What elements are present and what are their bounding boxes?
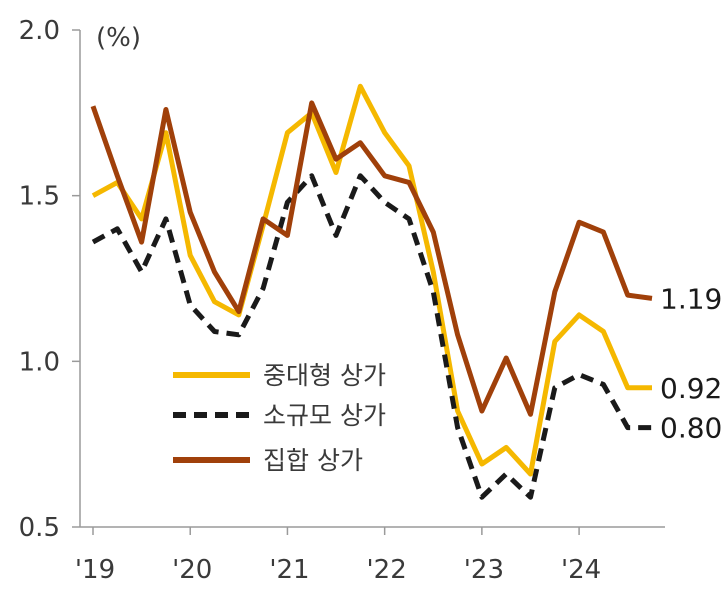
y-tick-label: 2.0 [19, 16, 60, 46]
y-tick-label: 1.5 [19, 182, 60, 212]
x-tick-label: '21 [269, 555, 309, 585]
x-tick-label: '22 [367, 555, 407, 585]
x-tick-label: '20 [172, 555, 212, 585]
series-line-2 [90, 100, 653, 417]
legend-label-0: 중대형 상가 [263, 361, 386, 390]
series-layer [90, 83, 653, 500]
unit-label: (%) [96, 23, 141, 53]
y-tick-label: 1.0 [19, 347, 60, 377]
legend-label-1: 소규모 상가 [263, 401, 386, 430]
x-tick-label: '24 [561, 555, 601, 585]
end-label-0: 0.92 [660, 372, 722, 405]
series-line-1 [91, 173, 652, 500]
tick-labels: 2.0 1.5 1.0 0.5 '19 '20 '21 '22 '23 '24 [19, 16, 602, 585]
end-labels: 0.92 0.80 1.19 [660, 282, 722, 444]
end-label-1: 0.80 [660, 412, 722, 445]
series-line-0 [91, 83, 652, 477]
end-label-2: 1.19 [660, 282, 722, 315]
y-tick-label: 0.5 [19, 513, 60, 543]
legend-label-2: 집합 상가 [263, 446, 363, 475]
x-tick-label: '23 [464, 555, 504, 585]
axes [72, 29, 665, 535]
x-tick-label: '19 [75, 555, 115, 585]
